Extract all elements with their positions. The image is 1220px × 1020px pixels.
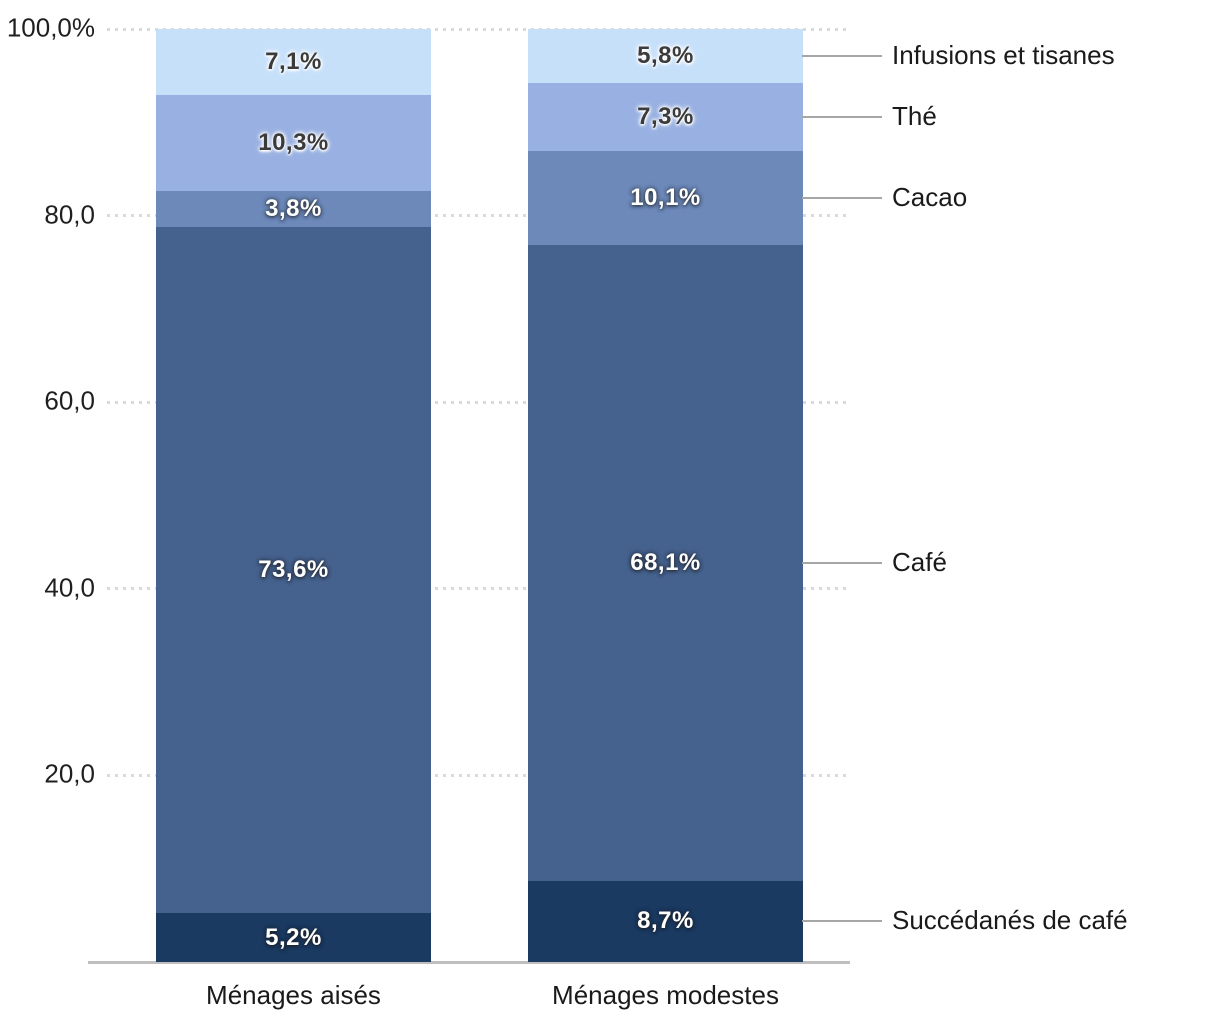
bar-segment-value-label: 5,2%	[265, 923, 322, 951]
bar-segment-menages-modestes-cacao: 10,1%	[528, 151, 803, 246]
y-axis-tick-label: 100,0%	[6, 12, 95, 43]
x-axis-category-label-menages-modestes: Ménages modestes	[552, 980, 779, 1010]
y-axis-tick-label: 40,0	[44, 572, 95, 603]
gridline-40	[107, 587, 847, 591]
bar-segment-menages-aises-succedanes-de-cafe: 5,2%	[156, 913, 431, 962]
bar-segment-menages-aises-the: 10,3%	[156, 95, 431, 192]
bar-segment-value-label: 7,1%	[265, 48, 322, 76]
y-axis-tick-label: 60,0	[44, 385, 95, 416]
legend-label-cafe: Café	[892, 547, 947, 578]
bar-segment-value-label: 3,8%	[265, 195, 322, 223]
bar-segment-menages-aises-cafe: 73,6%	[156, 226, 431, 914]
legend-label-infusions-et-tisanes: Infusions et tisanes	[892, 39, 1115, 70]
bar-segment-menages-aises-cacao: 3,8%	[156, 191, 431, 227]
y-axis-tick-label: 20,0	[44, 758, 95, 789]
gridline-80	[107, 214, 847, 218]
x-axis-line	[88, 961, 850, 964]
legend-label-succedanes-de-cafe: Succédanés de café	[892, 905, 1128, 936]
x-axis-category-label-menages-aises: Ménages aisés	[206, 980, 381, 1010]
gridline-100	[107, 27, 847, 31]
legend-connector-line-the	[802, 116, 882, 119]
bar-segment-menages-aises-infusions-et-tisanes: 7,1%	[156, 29, 431, 96]
bar-segment-value-label: 73,6%	[258, 556, 329, 584]
legend-connector-line-cacao	[802, 197, 882, 200]
gridline-60	[107, 400, 847, 404]
bar-segment-menages-modestes-the: 7,3%	[528, 83, 803, 152]
gridline-20	[107, 773, 847, 777]
bar-segment-menages-modestes-succedanes-de-cafe: 8,7%	[528, 880, 803, 962]
bar-segment-menages-modestes-infusions-et-tisanes: 5,8%	[528, 29, 803, 84]
legend-connector-line-succedanes-de-cafe	[802, 920, 882, 923]
bar-segment-value-label: 10,1%	[630, 184, 701, 212]
bar-segment-menages-modestes-cafe: 68,1%	[528, 245, 803, 881]
bar-segment-value-label: 68,1%	[630, 549, 701, 577]
bar-segment-value-label: 5,8%	[637, 42, 694, 70]
y-axis-tick-label: 80,0	[44, 198, 95, 229]
legend-connector-line-infusions-et-tisanes	[802, 55, 882, 58]
legend-label-cacao: Cacao	[892, 182, 968, 213]
legend-connector-line-cafe	[802, 562, 882, 565]
bar-segment-value-label: 10,3%	[258, 129, 329, 157]
bar-segment-value-label: 8,7%	[637, 907, 694, 935]
bar-segment-value-label: 7,3%	[637, 103, 694, 131]
legend-label-the: Thé	[892, 101, 937, 132]
